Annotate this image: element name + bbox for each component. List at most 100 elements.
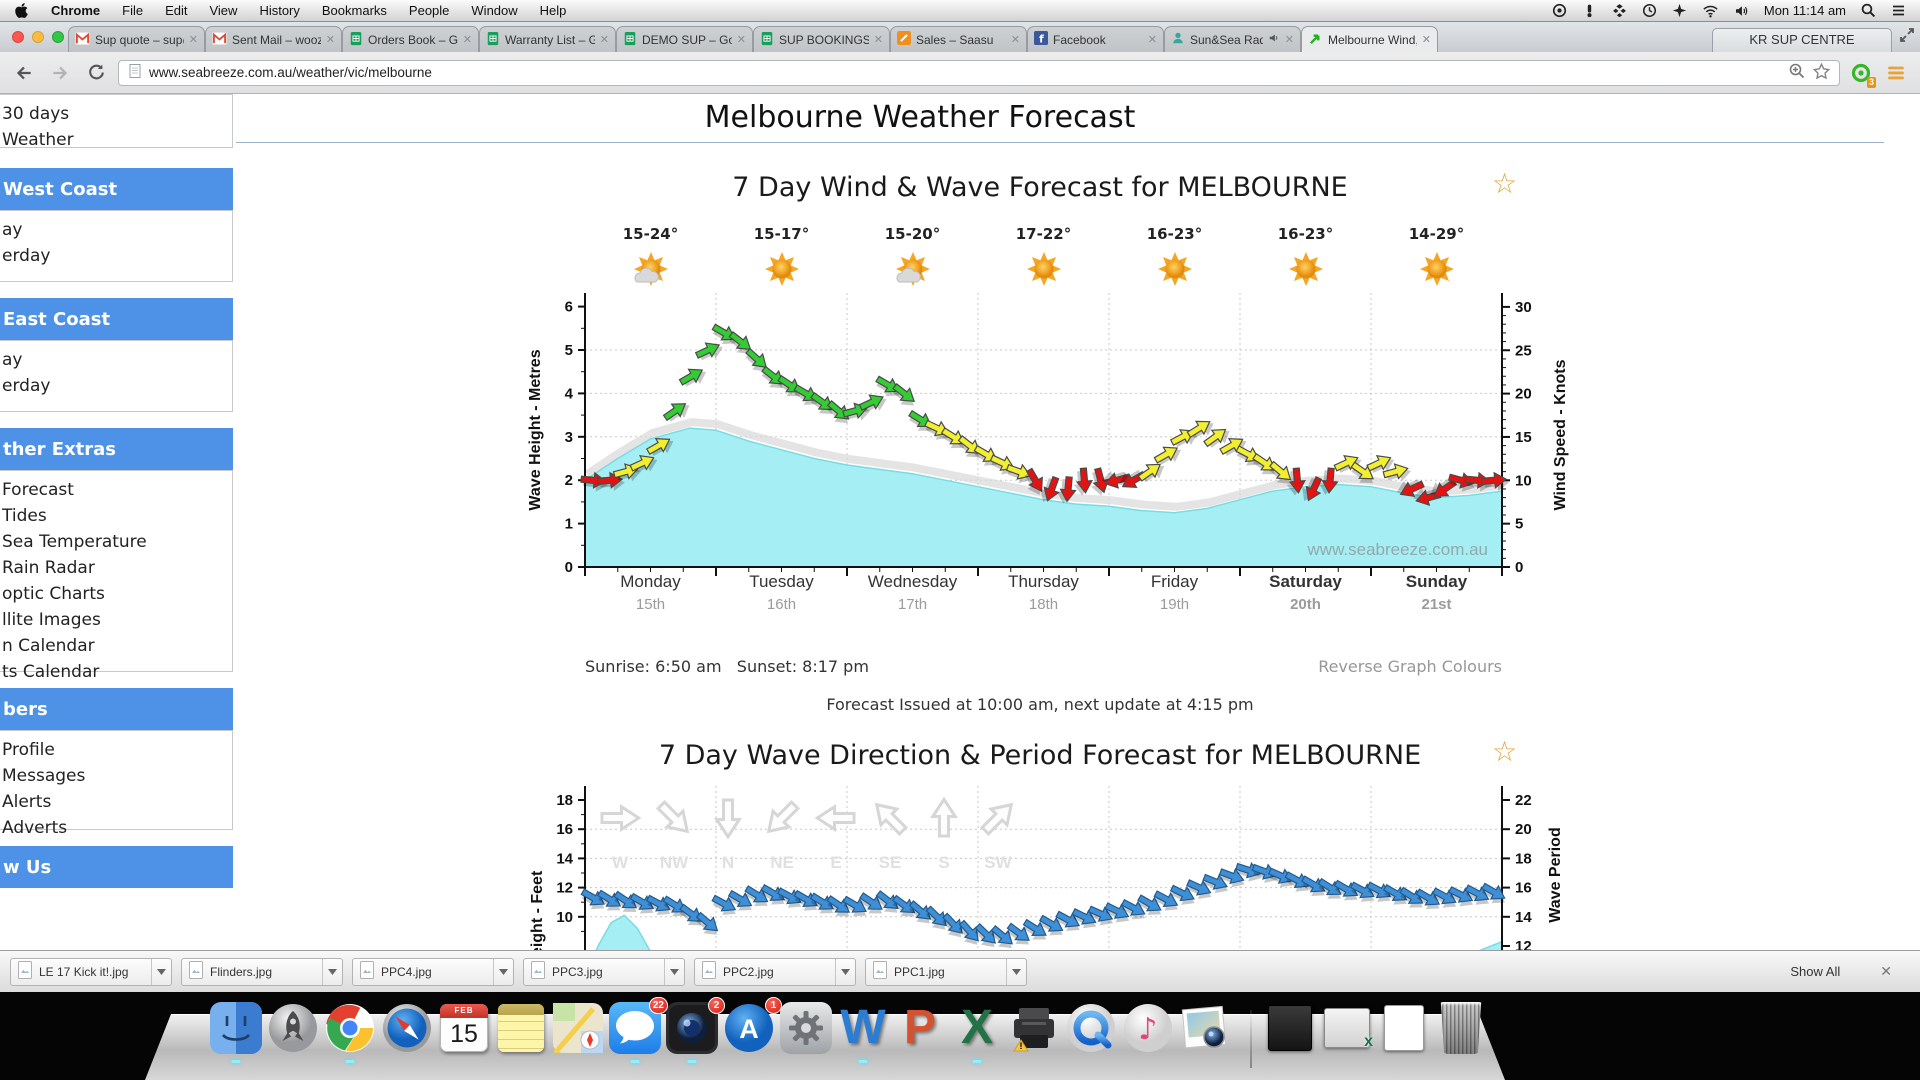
sidebar-item-weather[interactable]: Weather (2, 130, 74, 150)
download-item[interactable]: Flinders.jpg (181, 957, 343, 986)
notification-center-icon[interactable] (1891, 4, 1906, 17)
menu-item-help[interactable]: Help (539, 3, 567, 18)
minimize-window-button[interactable] (32, 31, 44, 43)
zoom-in-page-icon[interactable] (1788, 62, 1806, 83)
dock-item-word[interactable]: W (837, 1002, 889, 1063)
dock-item-trash[interactable] (1435, 1002, 1487, 1054)
dock-item-messages[interactable]: 22 (609, 997, 668, 1063)
apple-menu-icon[interactable] (14, 2, 29, 19)
close-downloads-bar-icon[interactable]: ✕ (1880, 963, 1892, 980)
dock-item-minimized-window-sheet[interactable]: x (1321, 1002, 1373, 1054)
dock-item-powerpoint[interactable]: P (894, 1002, 946, 1054)
download-caret-icon[interactable] (1006, 958, 1026, 985)
time-machine-icon[interactable] (1642, 3, 1657, 18)
sidebar-item-profile[interactable]: Profile (2, 740, 55, 760)
sidebar-item-messages[interactable]: Messages (2, 766, 86, 786)
tab-close-icon[interactable]: ✕ (1010, 33, 1020, 46)
sidebar-item-rain-radar[interactable]: Rain Radar (2, 558, 95, 578)
sidebar-item-erday[interactable]: erday (2, 376, 51, 396)
chrome-profile-button[interactable]: KR SUP CENTRE (1712, 28, 1892, 52)
tab-4[interactable]: Warranty List – Goog ✕ (479, 26, 616, 52)
sidebar-item-adverts[interactable]: Adverts (2, 818, 68, 838)
back-button[interactable] (10, 59, 38, 87)
sidebar-item-30-days[interactable]: 30 days (2, 104, 70, 124)
reverse-graph-colours-link[interactable]: Reverse Graph Colours (1318, 657, 1502, 676)
bluetooth-icon[interactable] (1582, 3, 1597, 18)
wifi-icon[interactable] (1702, 4, 1719, 18)
tab-close-icon[interactable]: ✕ (462, 33, 472, 46)
menu-item-file[interactable]: File (122, 3, 144, 18)
dock-item-safari[interactable] (381, 1002, 433, 1054)
dock-item-calendar[interactable]: FEB 15 (438, 1002, 490, 1054)
menu-item-history[interactable]: History (259, 3, 300, 18)
dock-item-launchpad[interactable] (267, 1002, 319, 1054)
download-item[interactable]: PPC2.jpg (694, 957, 856, 986)
sidebar-item-sea-temperature[interactable]: Sea Temperature (2, 532, 147, 552)
tab-close-icon[interactable]: ✕ (1284, 33, 1294, 46)
dock-item-finder[interactable] (210, 1002, 262, 1063)
extension-icon[interactable]: 3 (1848, 60, 1876, 88)
download-item[interactable]: PPC1.jpg (865, 957, 1027, 986)
menu-item-edit[interactable]: Edit (165, 3, 188, 18)
download-caret-icon[interactable] (835, 958, 855, 985)
menu-item-window[interactable]: Window (471, 3, 518, 18)
tab-2[interactable]: Sent Mail – woozale ✕ (205, 26, 342, 52)
address-bar[interactable]: www.seabreeze.com.au/weather/vic/melbour… (118, 59, 1840, 86)
tab-6[interactable]: SUP BOOKINGS 2015 ✕ (753, 26, 890, 52)
forward-button[interactable] (46, 59, 74, 87)
volume-icon[interactable] (1734, 4, 1749, 18)
dock-item-itunes[interactable]: ♪ (1122, 1002, 1174, 1054)
tab-5[interactable]: DEMO SUP – Google ✕ (616, 26, 753, 52)
tab-close-icon[interactable]: ✕ (599, 33, 609, 46)
download-caret-icon[interactable] (322, 958, 342, 985)
tab-1[interactable]: Sup quote – sup@kit ✕ (68, 26, 205, 52)
download-item[interactable]: PPC3.jpg (523, 957, 685, 986)
dock-item-maps[interactable] (552, 1002, 604, 1054)
tab-close-icon[interactable]: ✕ (736, 33, 746, 46)
zoom-window-button[interactable] (52, 31, 64, 43)
spotlight-icon[interactable] (1861, 3, 1876, 18)
download-caret-icon[interactable] (664, 958, 684, 985)
show-all-downloads-button[interactable]: Show All (1790, 964, 1841, 979)
favorite-star-icon[interactable]: ☆ (1492, 735, 1518, 768)
sidebar-item-alerts[interactable]: Alerts (2, 792, 52, 812)
fullscreen-icon[interactable] (1899, 27, 1915, 48)
close-window-button[interactable] (12, 31, 24, 43)
tab-close-icon[interactable]: ✕ (873, 33, 883, 46)
download-caret-icon[interactable] (493, 958, 513, 985)
sidebar-item-tides[interactable]: Tides (2, 506, 47, 526)
reload-button[interactable] (82, 59, 110, 87)
tab-close-icon[interactable]: ✕ (325, 33, 335, 46)
dock-item-photos[interactable] (1179, 1002, 1231, 1054)
sidebar-item-erday[interactable]: erday (2, 246, 51, 266)
dock-item-minimized-window-dark[interactable] (1264, 1002, 1316, 1054)
tab-9[interactable]: Sun&Sea Radio – ✕ (1164, 26, 1301, 52)
sidebar-item-ay[interactable]: ay (2, 220, 23, 240)
target-icon[interactable] (1552, 3, 1567, 18)
tab-8[interactable]: f Facebook ✕ (1027, 26, 1164, 52)
chrome-menu-icon[interactable] (1882, 59, 1910, 87)
dock-item-photo-booth[interactable]: 2 (666, 997, 725, 1063)
dock-item-system-preferences[interactable] (780, 1002, 832, 1054)
tab-close-icon[interactable]: ✕ (1421, 33, 1431, 46)
menu-item-chrome[interactable]: Chrome (51, 3, 101, 18)
tab-close-icon[interactable]: ✕ (188, 33, 198, 46)
download-item[interactable]: LE 17 Kick it!.jpg (10, 957, 172, 986)
sidebar-item-optic-charts[interactable]: optic Charts (2, 584, 105, 604)
menu-item-bookmarks[interactable]: Bookmarks (321, 3, 387, 18)
tab-7[interactable]: Sales – Saasu ✕ (890, 26, 1027, 52)
sidebar-item-n-calendar[interactable]: n Calendar (2, 636, 95, 656)
download-item[interactable]: PPC4.jpg (352, 957, 514, 986)
sidebar-item-llite-images[interactable]: llite Images (2, 610, 101, 630)
dock-item-minimized-window-doc[interactable] (1378, 1002, 1430, 1054)
menu-item-view[interactable]: View (209, 3, 238, 18)
dock-item-quicktime[interactable] (1065, 1002, 1117, 1054)
menu-item-people[interactable]: People (408, 3, 450, 18)
download-caret-icon[interactable] (151, 958, 171, 985)
favorite-star-icon[interactable]: ☆ (1492, 167, 1518, 200)
tab-3[interactable]: Orders Book – Goog ✕ (342, 26, 479, 52)
dock-item-chrome[interactable] (324, 1002, 376, 1063)
sidebar-item-forecast[interactable]: Forecast (2, 480, 74, 500)
dock-item-printer[interactable]: ! (1008, 1002, 1060, 1054)
